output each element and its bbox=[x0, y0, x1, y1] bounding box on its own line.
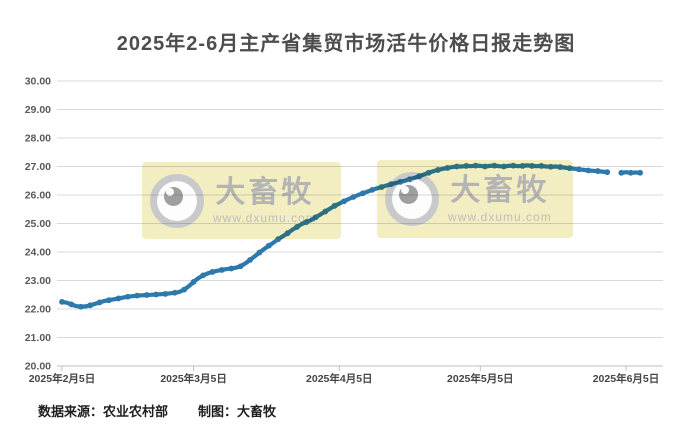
page-title: 2025年2-6月主产省集贸市场活牛价格日报走势图 bbox=[116, 33, 576, 55]
watermark-brand: 大畜牧 bbox=[215, 175, 315, 209]
svg-text:25.00: 25.00 bbox=[25, 218, 51, 230]
svg-text:21.00: 21.00 bbox=[25, 332, 51, 344]
svg-text:2025年4月5日: 2025年4月5日 bbox=[306, 372, 373, 385]
watermark-dxumu: 大畜牧 www.dxumu.com bbox=[142, 162, 341, 239]
svg-text:26.00: 26.00 bbox=[25, 190, 51, 202]
svg-text:27.00: 27.00 bbox=[25, 161, 51, 173]
svg-text:28.00: 28.00 bbox=[25, 133, 51, 145]
svg-text:29.00: 29.00 bbox=[25, 104, 51, 116]
svg-text:22.00: 22.00 bbox=[25, 304, 51, 316]
svg-text:30.00: 30.00 bbox=[25, 76, 51, 88]
chart-footer: 数据来源：农业农村部 制图：大畜牧 bbox=[38, 401, 306, 420]
watermark-brand: 大畜牧 bbox=[450, 174, 550, 208]
svg-text:2025年2月5日: 2025年2月5日 bbox=[29, 372, 96, 385]
watermark-eye-icon bbox=[150, 173, 204, 228]
credit-label: 制图：大畜牧 bbox=[198, 404, 277, 419]
svg-text:20.00: 20.00 bbox=[25, 361, 51, 373]
svg-text:2025年6月5日: 2025年6月5日 bbox=[593, 372, 660, 385]
svg-text:24.00: 24.00 bbox=[25, 247, 51, 259]
svg-text:2025年3月5日: 2025年3月5日 bbox=[160, 372, 227, 385]
svg-text:2025年5月5日: 2025年5月5日 bbox=[447, 372, 514, 385]
svg-text:23.00: 23.00 bbox=[25, 275, 51, 287]
watermark-url: www.dxumu.com bbox=[448, 209, 552, 224]
data-source-label: 数据来源：农业农村部 bbox=[38, 404, 169, 419]
watermark-eye-icon bbox=[385, 172, 439, 226]
watermark-dxumu: 大畜牧 www.dxumu.com bbox=[377, 160, 573, 238]
watermark-url: www.dxumu.com bbox=[213, 211, 317, 226]
